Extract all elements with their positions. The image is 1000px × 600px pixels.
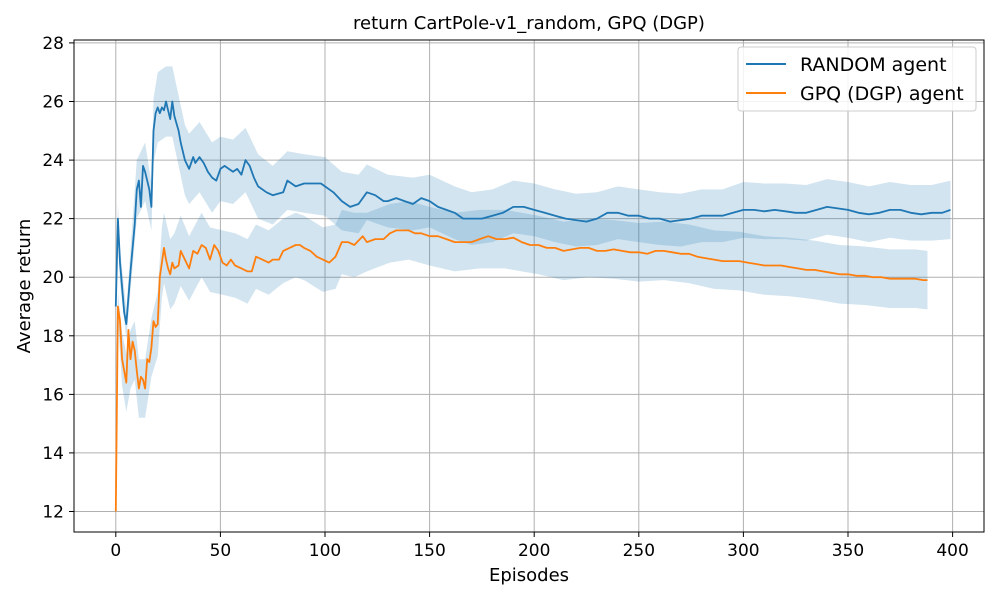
legend-label-gpq-agent: GPQ (DGP) agent (800, 83, 964, 105)
confidence-band-1 (115, 201, 928, 518)
y-tick-label: 22 (42, 210, 64, 230)
x-tick-label: 300 (727, 541, 759, 561)
plot-frame (73, 39, 985, 533)
x-tick-label: 0 (110, 541, 121, 561)
x-tick-label: 400 (936, 541, 968, 561)
legend: RANDOM agent GPQ (DGP) agent (737, 46, 977, 112)
legend-label-random-agent: RANDOM agent (800, 54, 947, 76)
x-axis-ticks: 0 50 100 150 200 250 300 350 400 (110, 532, 969, 561)
y-tick-label: 28 (42, 34, 64, 54)
x-tick-label: 100 (309, 541, 341, 561)
y-tick-label: 18 (42, 327, 64, 347)
y-axis-label: Average return (14, 219, 35, 354)
series-line-0 (114, 100, 951, 326)
x-tick-label: 50 (210, 541, 232, 561)
x-axis-label: Episodes (489, 565, 569, 586)
series-lines (114, 100, 951, 512)
x-tick-label: 150 (413, 541, 445, 561)
y-tick-label: 20 (42, 268, 64, 288)
y-axis-ticks: 12 14 16 18 20 22 24 26 28 (42, 34, 74, 523)
x-tick-label: 350 (832, 541, 864, 561)
grid-lines (74, 40, 984, 532)
series-line-1 (114, 229, 928, 512)
x-tick-label: 250 (623, 541, 655, 561)
y-tick-label: 26 (42, 93, 64, 113)
confidence-bands (115, 66, 951, 518)
y-tick-label: 16 (42, 385, 64, 405)
chart-title: return CartPole-v1_random, GPQ (DGP) (353, 13, 705, 34)
x-tick-label: 200 (518, 541, 550, 561)
y-tick-label: 24 (42, 151, 64, 171)
y-tick-label: 12 (42, 503, 64, 523)
y-tick-label: 14 (42, 444, 64, 464)
legend-box (737, 46, 977, 112)
confidence-band-0 (115, 66, 951, 339)
